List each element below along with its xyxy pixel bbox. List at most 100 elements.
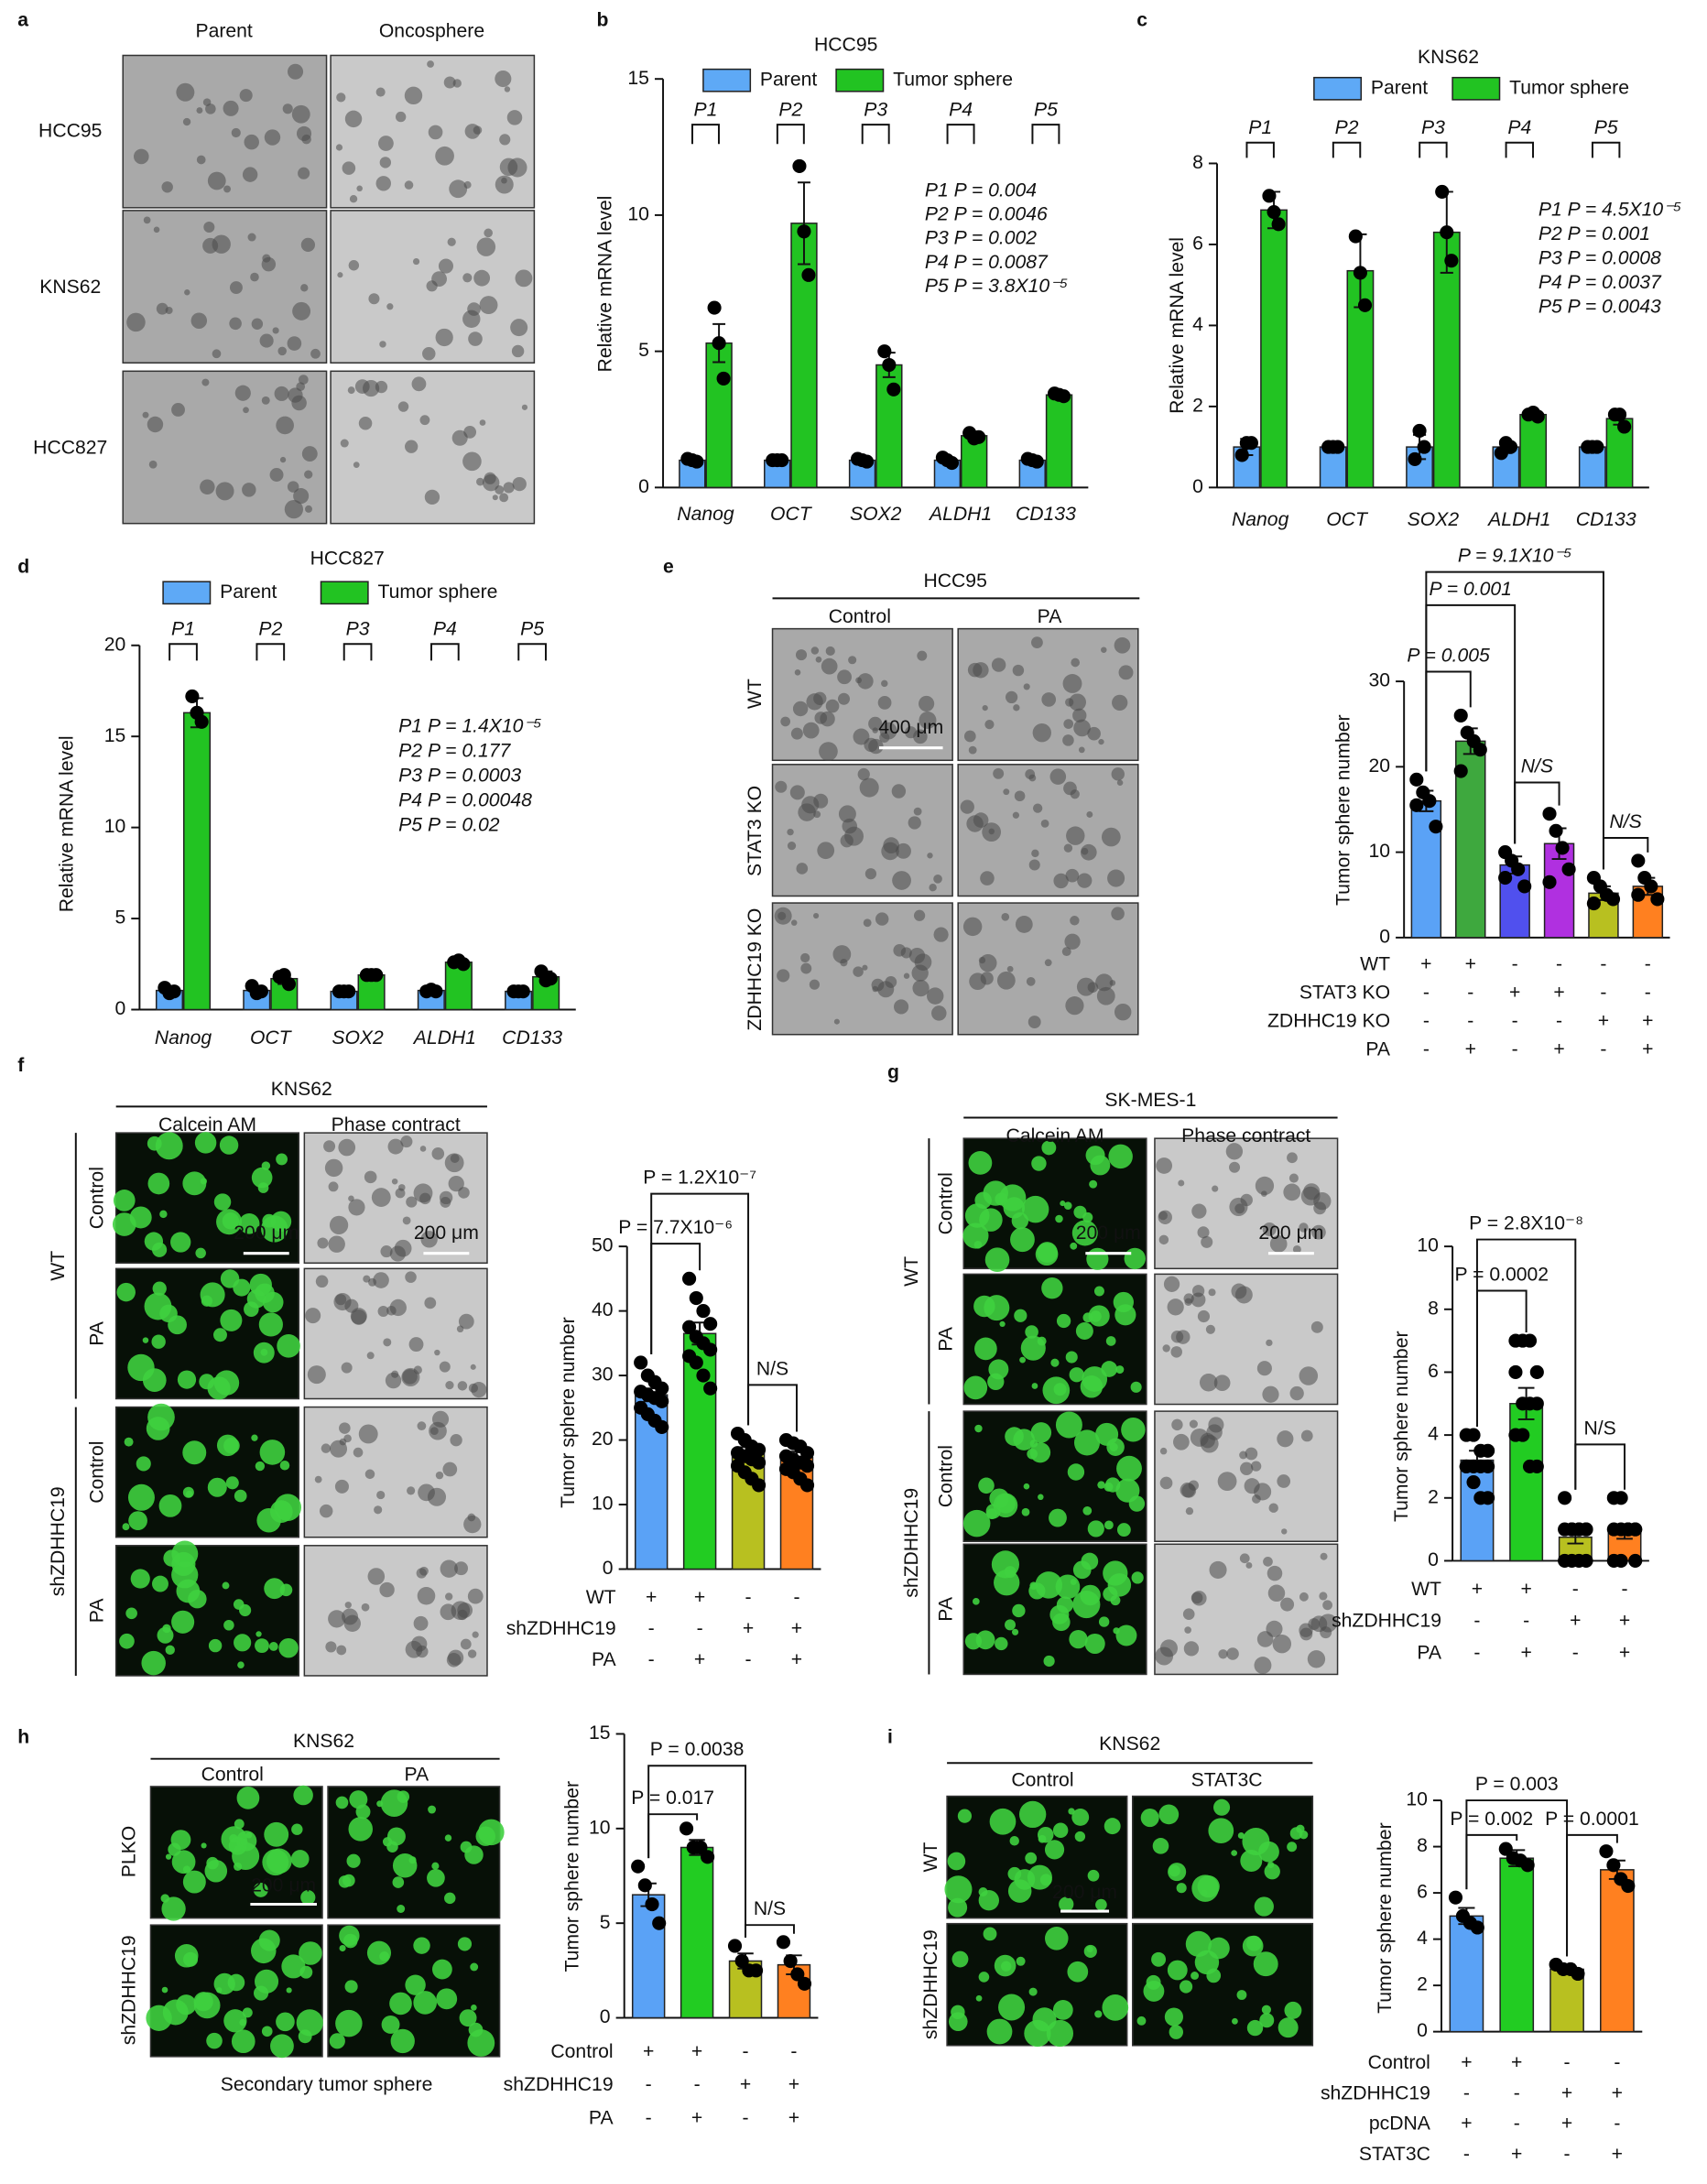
condition-sign: - <box>648 1649 655 1670</box>
data-point <box>1481 1443 1495 1458</box>
cell <box>975 1994 983 2002</box>
condition-sign: - <box>1512 1039 1518 1060</box>
cell <box>1009 1836 1019 1846</box>
micrograph <box>303 1545 488 1677</box>
condition-sign: - <box>743 2108 749 2129</box>
cell <box>317 1237 329 1249</box>
cell <box>155 1132 183 1160</box>
micrograph <box>303 1267 488 1400</box>
condition-sign: + <box>1553 1039 1564 1060</box>
cell <box>1021 1507 1030 1516</box>
cell <box>176 82 195 102</box>
cell <box>233 1278 251 1297</box>
bar <box>682 1332 717 1570</box>
cell <box>447 237 456 246</box>
cell <box>159 1210 168 1219</box>
cell <box>919 711 937 729</box>
cell <box>305 1308 321 1324</box>
cell <box>293 1785 313 1806</box>
condition-sign: - <box>745 1587 752 1608</box>
data-point <box>799 1459 815 1473</box>
cell <box>374 1505 383 1515</box>
cell <box>422 347 436 361</box>
bar <box>1519 413 1548 489</box>
cell <box>379 341 386 348</box>
cell <box>1287 1152 1298 1164</box>
cell <box>367 1568 386 1585</box>
cell <box>1146 1974 1161 1990</box>
data-point <box>703 1381 718 1396</box>
cell <box>323 1140 336 1153</box>
cell <box>376 1490 386 1500</box>
cell <box>1231 1850 1238 1856</box>
cell <box>348 260 360 271</box>
cell <box>1272 1634 1292 1654</box>
bracket <box>1514 781 1560 844</box>
cell <box>790 919 798 926</box>
cell <box>1101 647 1107 653</box>
cell <box>330 1440 348 1458</box>
cell <box>863 918 872 928</box>
cell <box>200 479 215 495</box>
cell <box>1205 1324 1215 1334</box>
column-label: Calcein AM <box>1006 1125 1104 1146</box>
cell <box>1239 1553 1250 1564</box>
cell <box>448 1649 464 1666</box>
condition-sign: + <box>643 2041 654 2062</box>
condition-sign: + <box>788 2108 799 2129</box>
data-point <box>882 357 897 373</box>
y-tick-label: 8 <box>1192 152 1203 173</box>
row-label: shZDHHC19 <box>920 1929 941 2039</box>
cell <box>1162 1344 1170 1353</box>
image-frame <box>1154 1410 1339 1543</box>
cell <box>853 728 870 745</box>
condition-sign: + <box>1461 2052 1472 2073</box>
cell <box>966 815 984 832</box>
cell <box>301 446 318 462</box>
cell <box>405 1271 417 1283</box>
data-point <box>1056 389 1071 404</box>
cell <box>495 70 512 88</box>
cell <box>927 853 933 859</box>
cell <box>1052 1822 1069 1839</box>
y-axis-label: Relative mRNA level <box>595 196 616 373</box>
data-point <box>254 984 268 999</box>
cell <box>790 727 803 740</box>
cell <box>1028 1987 1038 1996</box>
cell <box>184 289 190 296</box>
cell <box>152 1281 167 1296</box>
bracket-label: P = 7.7X10⁻⁶ <box>618 1217 733 1238</box>
cell <box>251 1167 273 1189</box>
cell <box>1151 1951 1167 1967</box>
cell <box>1011 1628 1019 1635</box>
cell <box>1006 965 1014 972</box>
micrograph <box>1154 1137 1339 1270</box>
cell <box>1072 708 1087 723</box>
condition-sign: + <box>1619 1611 1630 1632</box>
cell <box>1063 1201 1072 1210</box>
bracket-label: N/S <box>756 1358 788 1379</box>
condition-sign: - <box>1463 2144 1470 2165</box>
y-tick-label: 10 <box>589 1817 611 1838</box>
cell <box>411 376 427 392</box>
data-point <box>680 1821 694 1836</box>
condition-sign: - <box>745 1649 752 1670</box>
condition-sign: + <box>1598 1011 1609 1032</box>
micrograph <box>330 210 536 364</box>
cell <box>815 656 822 663</box>
cell <box>1097 1481 1105 1489</box>
cell <box>220 1309 243 1331</box>
data-point <box>1429 820 1443 834</box>
condition-sign: - <box>1423 983 1430 1004</box>
bar <box>1460 1459 1495 1562</box>
cell <box>387 1138 404 1155</box>
cell <box>1208 1937 1230 1960</box>
cell <box>1269 1235 1288 1253</box>
data-point <box>1628 1522 1643 1537</box>
cell <box>1050 1358 1060 1367</box>
cell <box>1178 1179 1185 1187</box>
cell <box>1073 1205 1087 1219</box>
cell <box>467 1588 484 1604</box>
cell <box>259 333 274 348</box>
cell <box>1013 1429 1035 1451</box>
